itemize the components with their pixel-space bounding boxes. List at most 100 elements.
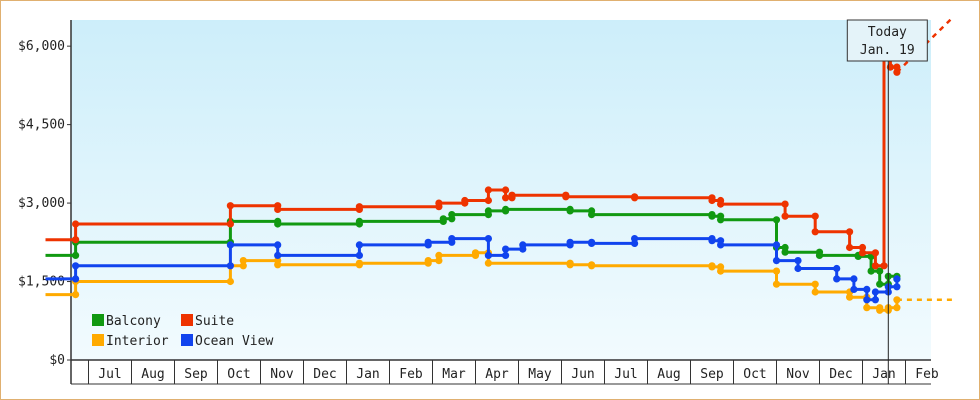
- data-point: [708, 212, 716, 220]
- data-point: [871, 262, 880, 270]
- data-point: [811, 288, 819, 296]
- x-tick-label: Feb: [399, 367, 423, 382]
- legend-swatch-suite: [181, 314, 193, 326]
- x-tick-label: Aug: [657, 367, 680, 382]
- x-tick-label: Jun: [571, 367, 594, 382]
- data-point: [794, 264, 802, 273]
- data-point: [274, 205, 282, 213]
- data-point: [562, 193, 570, 201]
- data-point: [717, 200, 725, 208]
- data-point: [850, 275, 858, 283]
- data-point: [893, 283, 901, 291]
- data-point: [484, 196, 492, 205]
- data-point: [471, 249, 480, 257]
- data-point: [239, 257, 247, 265]
- data-point: [717, 241, 725, 249]
- legend-swatch-ocean-view: [181, 334, 193, 346]
- series-suite: [45, 16, 954, 270]
- x-tick-label: Sep: [700, 367, 724, 382]
- data-point: [424, 238, 432, 246]
- data-point: [876, 306, 884, 314]
- data-point: [435, 251, 443, 259]
- data-point: [588, 262, 596, 270]
- data-point: [484, 259, 492, 267]
- data-point: [355, 241, 363, 249]
- data-point: [435, 199, 443, 207]
- data-point: [566, 207, 574, 215]
- data-point: [893, 296, 901, 304]
- data-point: [772, 280, 781, 288]
- legend: Balcony Suite Interior Ocean View: [92, 314, 273, 349]
- data-point: [871, 288, 880, 296]
- data-point: [863, 304, 871, 312]
- data-point: [72, 220, 80, 228]
- data-point: [871, 249, 880, 257]
- data-point: [893, 275, 901, 283]
- legend-label-balcony: Balcony: [106, 314, 161, 329]
- data-point: [880, 262, 888, 270]
- data-point: [846, 293, 854, 301]
- data-point: [631, 194, 639, 202]
- x-tick-label: Apr: [485, 367, 509, 382]
- data-point: [226, 241, 234, 249]
- data-point: [274, 241, 282, 249]
- data-point: [226, 220, 234, 228]
- data-point: [274, 251, 282, 259]
- today-label: Today: [868, 25, 907, 40]
- data-point: [893, 304, 901, 312]
- data-point: [833, 275, 841, 283]
- data-point: [484, 186, 492, 194]
- data-point: [566, 261, 574, 269]
- data-point: [355, 259, 363, 267]
- data-point: [72, 262, 80, 270]
- data-point: [811, 280, 819, 288]
- data-point: [708, 196, 716, 205]
- data-point: [850, 285, 858, 293]
- data-point: [484, 235, 492, 243]
- data-point: [781, 248, 789, 256]
- x-tick-label: Dec: [829, 367, 852, 382]
- data-point: [502, 194, 510, 202]
- data-point: [274, 261, 282, 269]
- data-point: [484, 251, 492, 259]
- x-tick-label: Feb: [915, 367, 939, 382]
- data-point: [274, 220, 282, 228]
- data-point: [717, 216, 725, 224]
- x-tick-label: Mar: [442, 367, 466, 382]
- x-tick-label: Dec: [313, 367, 336, 382]
- y-tick-label: $3,000: [18, 196, 65, 211]
- data-point: [871, 296, 880, 304]
- data-point: [519, 241, 527, 249]
- x-tick-label: Nov: [270, 367, 294, 382]
- legend-label-ocean-view: Ocean View: [195, 334, 273, 349]
- data-point: [631, 235, 639, 243]
- data-point: [424, 257, 432, 265]
- data-point: [794, 257, 802, 265]
- data-point: [502, 245, 510, 253]
- data-point: [858, 249, 867, 257]
- data-point: [846, 228, 854, 236]
- data-point: [588, 239, 596, 247]
- data-point: [355, 203, 363, 211]
- data-point: [811, 228, 819, 236]
- data-point: [484, 207, 492, 215]
- y-tick-label: $4,500: [18, 118, 65, 133]
- data-point: [239, 262, 247, 270]
- y-tick-label: $6,000: [18, 39, 65, 54]
- data-point: [439, 215, 447, 223]
- data-point: [508, 191, 516, 199]
- data-point: [448, 211, 456, 219]
- legend-swatch-interior: [92, 334, 104, 346]
- x-tick-label: Oct: [743, 367, 766, 382]
- data-point: [448, 235, 456, 243]
- legend-label-interior: Interior: [106, 334, 169, 349]
- data-point: [461, 196, 469, 205]
- data-point: [708, 263, 716, 271]
- data-point: [876, 267, 884, 275]
- legend-label-suite: Suite: [195, 314, 234, 329]
- x-tick-label: Jan: [872, 367, 895, 382]
- data-point: [893, 63, 901, 71]
- data-point: [833, 264, 841, 273]
- today-box: [846, 19, 928, 62]
